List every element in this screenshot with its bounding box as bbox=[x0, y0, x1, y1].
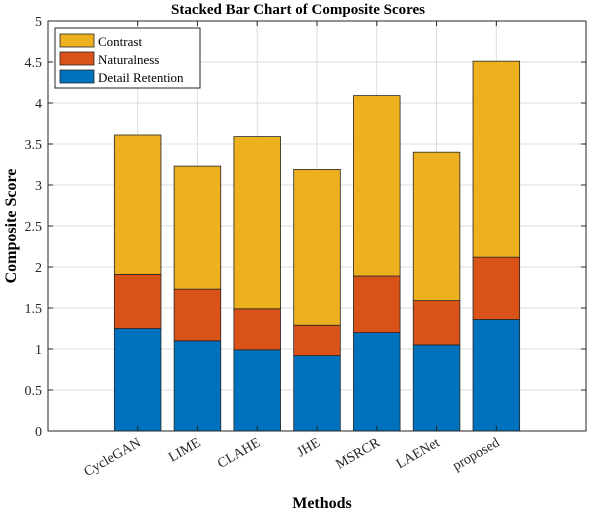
bar-segment-naturalness bbox=[353, 275, 401, 333]
bar-segment-contrast bbox=[113, 134, 162, 275]
y-axis-title: Composite Score bbox=[3, 169, 20, 284]
bars bbox=[113, 60, 521, 432]
x-axis-title: Methods bbox=[292, 495, 352, 510]
x-tick-labels: CycleGAN LIME CLAHE JHE MSRCR LAENet proposed bbox=[82, 435, 503, 480]
bar-segment-contrast bbox=[173, 165, 222, 290]
y-tick-label: 3 bbox=[35, 179, 42, 194]
legend-label: Naturalness bbox=[98, 52, 159, 67]
chart-title: Stacked Bar Chart of Composite Scores bbox=[171, 2, 425, 18]
x-tick-label: CycleGAN bbox=[82, 435, 144, 479]
x-tick-label: JHE bbox=[295, 435, 323, 460]
y-tick-label: 1.5 bbox=[25, 302, 43, 317]
y-tick-label: 2 bbox=[35, 261, 42, 276]
y-tick-label: 0.5 bbox=[25, 384, 43, 399]
y-tick-label: 4.5 bbox=[25, 56, 43, 71]
bar-segment-detail-retention bbox=[233, 349, 281, 432]
x-tick-label: LIME bbox=[166, 435, 203, 465]
legend-label: Detail Retention bbox=[98, 70, 184, 85]
y-tick-label: 0 bbox=[35, 425, 42, 440]
legend-label: Contrast bbox=[98, 34, 142, 49]
bar-segment-contrast bbox=[233, 136, 281, 310]
y-tick-label: 1 bbox=[35, 343, 42, 358]
bar-segment-contrast bbox=[353, 95, 401, 277]
bar-segment-naturalness bbox=[412, 300, 461, 346]
legend-swatch bbox=[59, 33, 95, 48]
x-tick-label: CLAHE bbox=[215, 435, 263, 471]
y-tick-label: 3.5 bbox=[25, 138, 43, 153]
bar-segment-naturalness bbox=[233, 308, 281, 351]
bar-segment-contrast bbox=[412, 151, 461, 302]
bar-segment-naturalness bbox=[173, 288, 222, 342]
bar-segment-contrast bbox=[472, 60, 521, 258]
y-tick-labels: 0 0.5 1 1.5 2 2.5 3 3.5 4 4.5 5 bbox=[25, 15, 43, 440]
y-tick-label: 4 bbox=[35, 97, 42, 112]
bar-segment-detail-retention bbox=[293, 355, 341, 432]
bar-segment-contrast bbox=[293, 169, 341, 326]
legend-swatch bbox=[59, 69, 95, 84]
y-tick-label: 5 bbox=[35, 15, 42, 30]
bar-segment-naturalness bbox=[113, 273, 162, 329]
bar-segment-naturalness bbox=[472, 256, 521, 320]
legend: Contrast Naturalness Detail Retention bbox=[54, 27, 201, 89]
x-tick-label: LAENet bbox=[394, 435, 443, 472]
x-tick-label: proposed bbox=[450, 435, 502, 474]
axis-ticks bbox=[48, 20, 586, 432]
x-tick-label: MSRCR bbox=[333, 435, 383, 472]
bar-segment-naturalness bbox=[293, 324, 341, 356]
legend-swatch bbox=[59, 51, 95, 66]
bar-segment-detail-retention bbox=[472, 319, 521, 432]
bar-segment-detail-retention bbox=[113, 328, 162, 432]
bar-segment-detail-retention bbox=[173, 340, 222, 432]
y-tick-label: 2.5 bbox=[25, 220, 43, 235]
bar-segment-detail-retention bbox=[353, 332, 401, 432]
bar-segment-detail-retention bbox=[412, 344, 461, 432]
